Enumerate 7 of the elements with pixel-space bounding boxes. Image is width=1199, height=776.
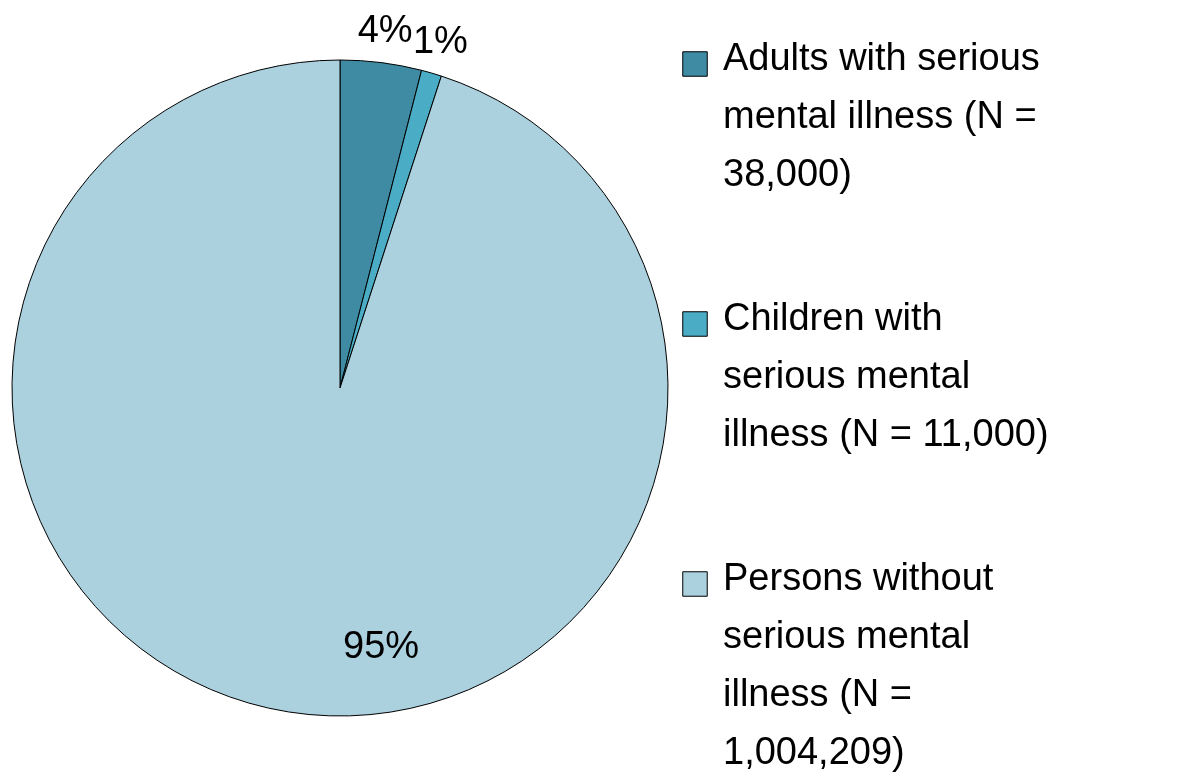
legend-label: Persons without serious mental illness (N = 1,004,209) <box>723 556 994 772</box>
data-label: 1% <box>412 19 468 62</box>
data-label: 4% <box>357 7 413 50</box>
legend-label: Adults with serious mental illness (N = 38,000) <box>723 36 1040 194</box>
legend-label: Children with serious mental illness (N = 11,000) <box>723 296 1049 454</box>
pie-slice <box>11 59 669 717</box>
data-label: 95% <box>343 624 420 667</box>
